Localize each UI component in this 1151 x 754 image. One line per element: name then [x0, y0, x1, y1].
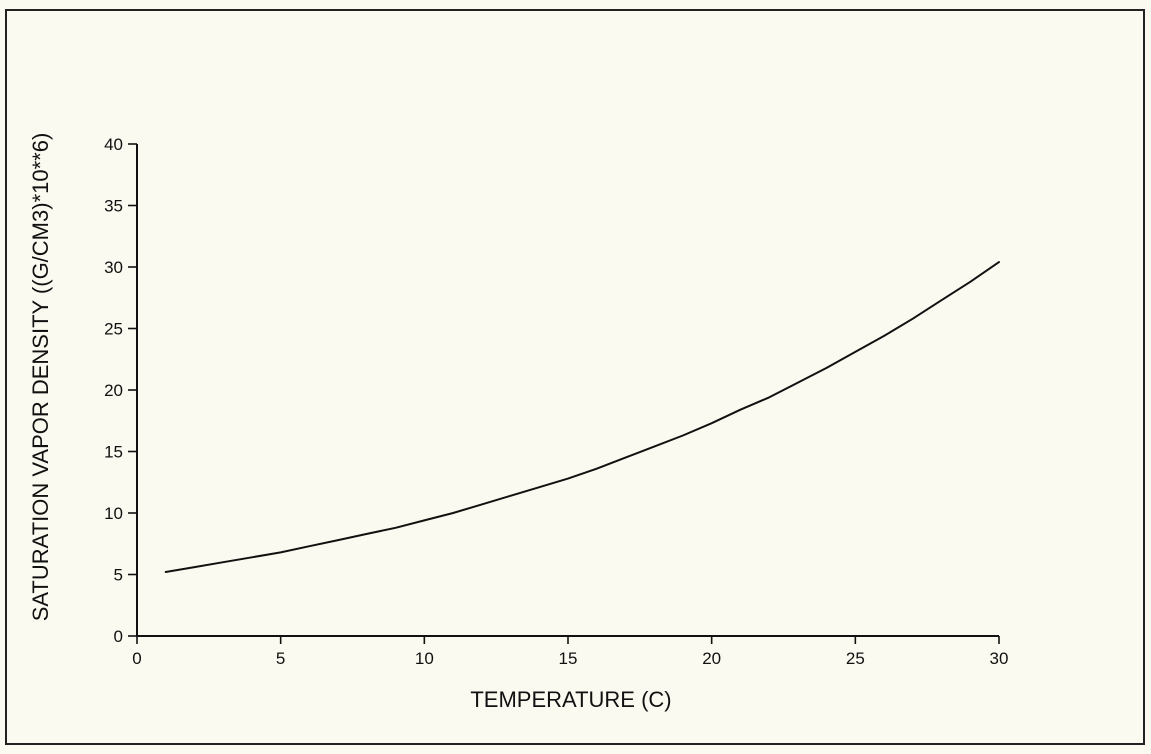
y-ticks: 0 5 10 15 20 25 30 35 40	[104, 135, 137, 646]
x-tick-label: 20	[702, 649, 721, 668]
y-tick-label: 40	[104, 135, 123, 154]
y-tick-label: 10	[104, 504, 123, 523]
x-axis-title: TEMPERATURE (C)	[470, 687, 671, 712]
y-tick-label: 35	[104, 197, 123, 216]
y-tick-label: 0	[114, 627, 123, 646]
series-group	[164, 261, 1000, 573]
plot-area: 0 5 10 15 20 25 30 35 40 0 5 10 15 20 25 30	[104, 135, 1008, 668]
y-tick-label: 5	[114, 566, 123, 585]
y-tick-label: 20	[104, 381, 123, 400]
x-tick-label: 25	[846, 649, 865, 668]
y-tick-label: 30	[104, 258, 123, 277]
x-ticks: 0 5 10 15 20 25 30	[132, 636, 1008, 668]
x-tick-label: 10	[415, 649, 434, 668]
chart-frame	[5, 9, 1145, 745]
x-tick-label: 5	[276, 649, 285, 668]
x-tick-label: 15	[559, 649, 578, 668]
y-tick-label: 15	[104, 443, 123, 462]
y-tick-label: 25	[104, 320, 123, 339]
x-tick-label: 0	[132, 649, 141, 668]
x-tick-label: 30	[990, 649, 1009, 668]
y-axis-title: SATURATION VAPOR DENSITY ((G/CM3)*10**6)	[28, 133, 53, 622]
series-line	[164, 261, 1000, 573]
